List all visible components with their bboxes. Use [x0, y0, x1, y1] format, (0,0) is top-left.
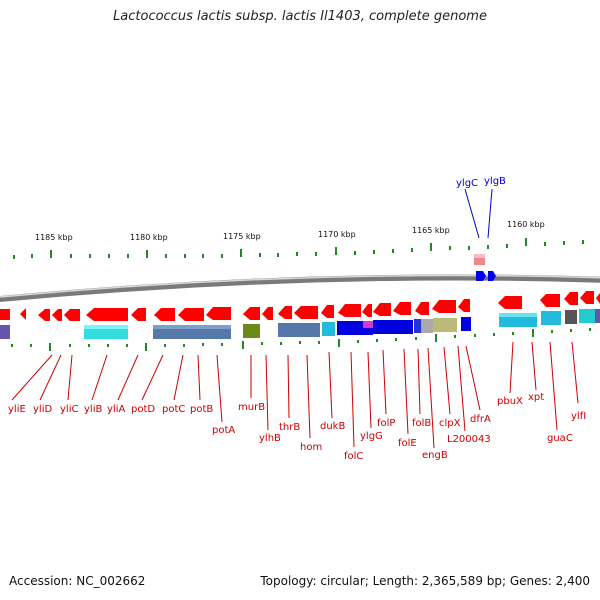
gene-label-engB[interactable]: engB: [422, 450, 448, 461]
gene-label-yliA[interactable]: yliA: [107, 404, 125, 415]
reverse-strand-genes: [0, 291, 600, 321]
forward-leaders: [464, 188, 493, 239]
gene-label-folE[interactable]: folE: [398, 438, 417, 449]
gene-label-hom[interactable]: hom: [300, 442, 322, 453]
gene-label-yliD[interactable]: yliD: [33, 404, 52, 415]
accession-text: Accession: NC_002662: [9, 574, 146, 588]
gene-label-folP[interactable]: folP: [377, 418, 395, 429]
gene-label-ylgG[interactable]: ylgG: [360, 431, 383, 442]
genome-backbone: [0, 274, 600, 303]
gene-label-murB[interactable]: murB: [238, 402, 265, 413]
gene-label-ylgB[interactable]: ylgB: [484, 176, 506, 187]
gene-label-potB[interactable]: potB: [190, 404, 213, 415]
gene-label-yliB[interactable]: yliB: [84, 404, 102, 415]
gene-label-thrB[interactable]: thrB: [279, 422, 300, 433]
genome-title: Lactococcus lactis subsp. lactis Il1403,…: [113, 9, 487, 24]
gene-label-yliE[interactable]: yliE: [8, 404, 26, 415]
scale-label: 1165 kbp: [412, 226, 450, 235]
scale-label: 1170 kbp: [318, 230, 356, 239]
gene-label-potD[interactable]: potD: [131, 404, 155, 415]
gene-label-potA[interactable]: potA: [212, 425, 235, 436]
gene-label-folC[interactable]: folC: [344, 451, 363, 462]
scale-label: 1180 kbp: [130, 233, 168, 242]
scale-label: 1160 kbp: [507, 220, 545, 229]
genome-summary-text: Topology: circular; Length: 2,365,589 bp…: [260, 574, 590, 588]
category-bars: [0, 309, 600, 339]
gene-label-pbuX[interactable]: pbuX: [497, 396, 523, 407]
scale-ticks: [13, 238, 584, 259]
gene-label-L200043[interactable]: L200043: [447, 434, 491, 445]
gene-label-dfrA[interactable]: dfrA: [470, 414, 491, 425]
gene-label-yliC[interactable]: yliC: [60, 404, 78, 415]
gene-label-folB[interactable]: folB: [412, 418, 431, 429]
scale-label: 1175 kbp: [223, 232, 261, 241]
scale-label: 1185 kbp: [35, 233, 73, 242]
gene-label-potC[interactable]: potC: [162, 404, 185, 415]
forward-strand-genes: [474, 254, 496, 281]
gene-label-xpt[interactable]: xpt: [528, 392, 544, 403]
gene-label-clpX[interactable]: clpX: [439, 418, 461, 429]
gene-label-ylhB[interactable]: ylhB: [259, 433, 281, 444]
gene-label-dukB[interactable]: dukB: [320, 421, 345, 432]
gene-label-ylfI[interactable]: ylfI: [571, 411, 586, 422]
reverse-leaders: [11, 341, 579, 449]
gene-label-guaC[interactable]: guaC: [547, 433, 573, 444]
gene-label-ylgC[interactable]: ylgC: [456, 178, 478, 189]
lower-ticks: [11, 328, 591, 351]
